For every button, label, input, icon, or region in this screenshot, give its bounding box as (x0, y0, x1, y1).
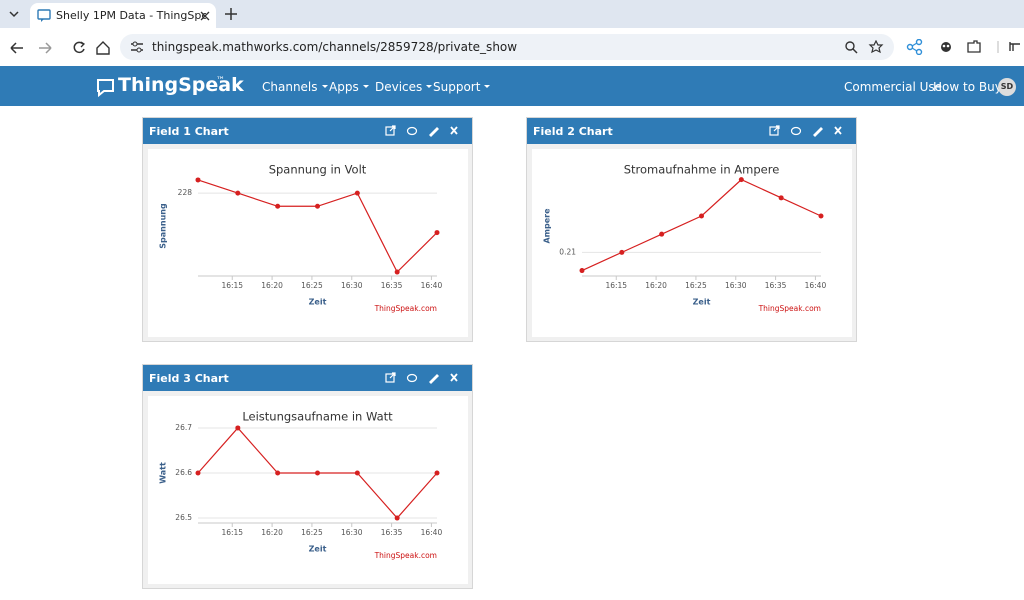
y-axis-label: Watt (159, 462, 168, 484)
point (354, 190, 360, 196)
x-tick-label: 16:25 (301, 528, 323, 537)
commercial-use[interactable]: Commercial Use (844, 80, 943, 94)
url-field[interactable]: thingspeak.mathworks.com/channels/285972… (120, 34, 894, 60)
menu-support[interactable]: Support (433, 80, 490, 94)
line (197, 179, 438, 274)
brand[interactable]: ThingSpeak (118, 74, 244, 96)
menu-channels[interactable]: Channels (262, 80, 328, 94)
tab-menu[interactable] (6, 7, 22, 21)
url: thingspeak.mathworks.com/channels/285972… (152, 40, 518, 54)
chart: Stromaufnahme in Ampere 0.21 16:15 16:20 16:… (532, 149, 852, 337)
point (778, 195, 784, 201)
trademark: ™ (216, 76, 225, 86)
tab-title: Shelly 1PM Data - ThingSpeak I (56, 9, 206, 22)
chart-title: Leistungsaufname in Watt (242, 410, 393, 424)
chart-title: Spannung in Volt (269, 163, 367, 177)
panel-title: Field 1 Chart (149, 125, 229, 138)
panel-icons[interactable] (385, 372, 465, 384)
x-tick-label: 16:35 (381, 281, 403, 290)
address-bar: thingspeak.mathworks.com/channels/285972… (0, 28, 1024, 66)
panel-header: Field 2 Chart (527, 118, 856, 144)
point (818, 213, 824, 219)
tab[interactable]: Shelly 1PM Data - ThingSpeak I (30, 3, 216, 28)
x-tick-label: 16:25 (685, 281, 707, 290)
x-axis-label: Zeit (309, 298, 327, 307)
x-tick-label: 16:15 (221, 528, 243, 537)
y-tick-label: 26.5 (175, 513, 192, 522)
point (275, 203, 281, 209)
new-tab[interactable] (224, 7, 238, 21)
chart: Leistungsaufname in Watt 26.5 26.6 26.7 16:1… (148, 396, 468, 584)
panel: Field 1 Chart Spannung in Volt 228 16:15 16… (142, 117, 473, 342)
chart-title: Stromaufnahme in Ampere (624, 163, 780, 177)
credit: ThingSpeak.com (374, 304, 437, 313)
credit: ThingSpeak.com (374, 551, 437, 560)
point (619, 249, 625, 255)
point (579, 268, 585, 274)
point (315, 203, 320, 209)
panel-header: Field 1 Chart (143, 118, 472, 144)
url-actions[interactable] (844, 40, 888, 54)
chart: Spannung in Volt 228 16:15 16:20 16:25 16:30 1… (148, 149, 468, 337)
point (195, 177, 201, 183)
panel: Field 3 Chart Leistungsaufname in Watt 26… (142, 364, 473, 589)
point (315, 470, 320, 476)
navbar: ThingSpeak ™ Channels Apps Devices Suppo… (0, 66, 1024, 106)
menu-devices[interactable]: Devices (375, 80, 432, 94)
tab-bar: Shelly 1PM Data - ThingSpeak I (0, 0, 1024, 28)
panel-header: Field 3 Chart (143, 365, 472, 391)
x-axis-label: Zeit (309, 545, 327, 554)
menu-apps[interactable]: Apps (329, 80, 369, 94)
x-tick-label: 16:20 (261, 528, 283, 537)
point (434, 470, 440, 476)
y-tick-label: 26.6 (175, 468, 192, 477)
point (659, 231, 665, 237)
x-axis-label: Zeit (693, 298, 711, 307)
point (354, 470, 360, 476)
tab-icon (37, 9, 51, 22)
x-tick-label: 16:35 (765, 281, 787, 290)
point (434, 230, 440, 236)
point (195, 470, 201, 476)
site-info[interactable] (130, 41, 144, 53)
point (275, 470, 281, 476)
x-tick-label: 16:25 (301, 281, 323, 290)
x-tick-label: 16:30 (341, 281, 363, 290)
nav-buttons[interactable] (8, 40, 118, 56)
toolbar-icons[interactable] (906, 39, 1024, 55)
panel-icons[interactable] (769, 125, 849, 137)
tab-close[interactable] (200, 11, 210, 21)
x-tick-label: 16:15 (605, 281, 627, 290)
x-tick-label: 16:15 (221, 281, 243, 290)
panel: Field 2 Chart Stromaufnahme in Ampere 0.2… (526, 117, 857, 342)
panel-icons[interactable] (385, 125, 465, 137)
x-tick-label: 16:20 (261, 281, 283, 290)
avatar[interactable]: SD (998, 78, 1016, 96)
x-tick-label: 16:35 (381, 528, 403, 537)
panel-title: Field 3 Chart (149, 372, 229, 385)
point (738, 177, 744, 183)
x-tick-label: 16:40 (421, 528, 443, 537)
y-tick-label: 0.21 (559, 247, 576, 256)
y-tick-label: 26.7 (175, 423, 192, 432)
brand-logo[interactable] (96, 78, 116, 98)
x-tick-label: 16:20 (645, 281, 667, 290)
point (394, 515, 400, 521)
point (699, 213, 704, 219)
point (235, 190, 241, 196)
line (581, 178, 822, 272)
x-tick-label: 16:30 (341, 528, 363, 537)
panel-title: Field 2 Chart (533, 125, 613, 138)
x-tick-label: 16:40 (805, 281, 827, 290)
y-tick-label: 228 (178, 188, 193, 197)
y-axis-label: Ampere (543, 208, 552, 244)
point (394, 269, 400, 275)
how-to-buy[interactable]: How to Buy (933, 80, 1002, 94)
x-tick-label: 16:40 (421, 281, 443, 290)
point (235, 425, 241, 431)
y-axis-label: Spannung (159, 203, 168, 249)
credit: ThingSpeak.com (758, 304, 821, 313)
x-tick-label: 16:30 (725, 281, 747, 290)
